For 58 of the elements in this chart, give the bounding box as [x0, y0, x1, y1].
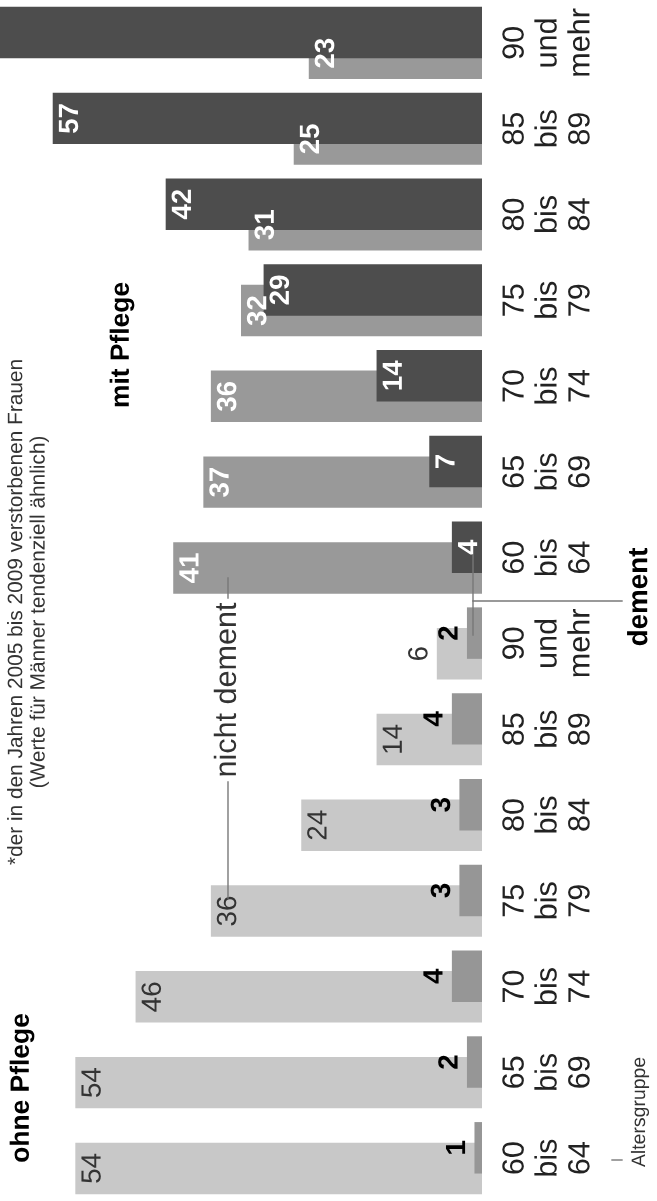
bar: [210, 885, 482, 937]
data-label: 3: [430, 797, 451, 812]
data-label: 4: [423, 711, 443, 727]
data-label: 3: [430, 883, 451, 898]
bar: [459, 864, 482, 917]
y-tick-label: 90 und mehr: [502, 8, 590, 76]
data-label: 7: [435, 455, 455, 469]
bar: [75, 1142, 482, 1195]
bar: [466, 1036, 482, 1088]
data-label: 23: [314, 38, 335, 68]
data-label: 41: [179, 553, 199, 583]
data-label: 2: [438, 626, 458, 640]
annotation: mit Pflege: [109, 282, 135, 407]
bar: [451, 950, 482, 1002]
y-tick-label: 85 bis 89: [502, 710, 590, 747]
y-tick-label: 80 bis 84: [502, 196, 590, 233]
data-label: 1: [445, 1140, 466, 1154]
data-label: 57: [58, 104, 79, 133]
data-label: 46: [141, 982, 162, 1012]
y-tick-label: 75 bis 79: [502, 281, 590, 318]
y-tick-label: 60 bis 64: [502, 539, 590, 576]
bar: [75, 1056, 482, 1109]
data-label: 54: [81, 1067, 101, 1097]
data-label: 54: [81, 1153, 101, 1183]
data-label: 37: [209, 467, 229, 497]
y-tick-label: 80 bis 84: [502, 796, 590, 833]
bar: [376, 350, 482, 402]
y-tick-label: 85 bis 89: [502, 110, 590, 147]
data-label: 4: [423, 968, 443, 984]
bar: [451, 693, 482, 745]
text: nicht dement: [213, 602, 237, 776]
data-label: 36: [216, 896, 237, 926]
text: dement: [627, 547, 648, 646]
bar: [429, 435, 482, 488]
data-label: 32: [246, 296, 267, 326]
y-tick-label: 65 bis 69: [502, 1053, 590, 1090]
data-label: 25: [299, 124, 320, 154]
y-tick-label: 75 bis 79: [502, 882, 590, 919]
y-axis-title: Altersgruppe: [630, 1057, 650, 1168]
data-label: 36: [216, 381, 237, 412]
data-label: 4: [458, 539, 478, 555]
y-tick-label: 90 und mehr: [502, 609, 590, 677]
data-label: 2: [438, 1055, 458, 1069]
bar: [459, 778, 482, 831]
data-label: 31: [254, 210, 275, 240]
data-label: 14: [382, 360, 402, 390]
text: *der in den Jahren 2005 bis 2009 verstorbenen Frauen (Werte für Männer tendenziell ähnlich): [7, 360, 49, 865]
data-label: 42: [171, 189, 191, 220]
data-label: 24: [307, 810, 327, 840]
data-label: 14: [382, 724, 402, 753]
y-tick-label: 60 bis 64: [502, 1139, 590, 1176]
y-tick-label: 65 bis 69: [502, 453, 590, 490]
data-label: 6: [408, 647, 428, 660]
data-label: 29: [269, 275, 290, 305]
y-tick-label: 70 bis 74: [502, 968, 590, 1005]
annotation: ohne Pflege: [9, 1014, 35, 1162]
y-tick-label: 70 bis 74: [502, 367, 590, 404]
bar: [474, 1122, 482, 1174]
